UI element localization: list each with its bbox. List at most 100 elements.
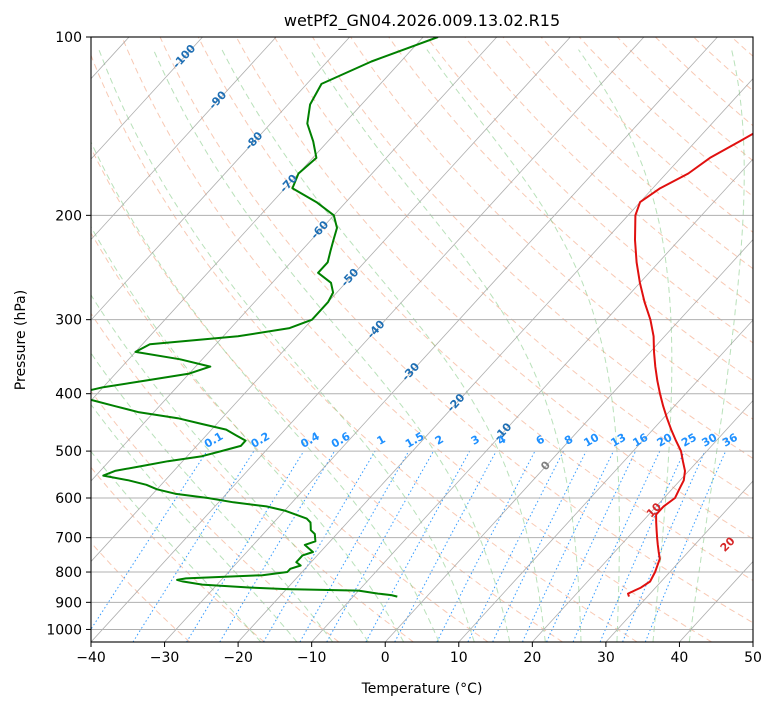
moist-adiabat-line xyxy=(91,352,334,642)
dry-adiabat-line xyxy=(91,54,638,642)
mixing-ratio-label: 0.6 xyxy=(329,429,353,450)
x-tick-label: 10 xyxy=(450,650,468,666)
axes: −40 −30 −20 −10 0 10 20 30 40 5010020030040050060… xyxy=(46,30,762,666)
isotherm-line xyxy=(532,399,753,642)
isotherm-line xyxy=(91,37,203,160)
dry-adiabat-line xyxy=(91,146,563,642)
mixing-ratio-label: 20 xyxy=(655,431,675,450)
moist-adiabat-line xyxy=(152,49,511,642)
mixing-ratio-line xyxy=(467,450,565,642)
x-tick-label: 0 xyxy=(381,650,390,666)
mixing-ratio-line xyxy=(365,450,471,642)
x-tick-label: 40 xyxy=(671,650,689,666)
x-tick-label: −20 xyxy=(223,650,253,666)
dry-adiabat-line xyxy=(197,37,753,581)
moist-adiabat-line xyxy=(688,49,745,642)
moist-adiabat-line xyxy=(98,49,475,642)
mixing-ratio-label: 25 xyxy=(679,431,699,450)
moist-adiabat-line xyxy=(91,225,405,642)
dry-adiabat-line xyxy=(693,37,753,92)
moist-adiabat-line xyxy=(91,294,369,642)
moist-adiabat-label: 10 xyxy=(644,500,664,520)
dry-adiabat-line xyxy=(312,37,753,460)
background-lines xyxy=(91,37,775,642)
x-tick-label: −40 xyxy=(76,650,106,666)
dry-adiabat-line xyxy=(578,37,753,197)
isotherm-line xyxy=(91,37,350,321)
y-tick-label: 300 xyxy=(55,313,82,329)
isotherm-line xyxy=(384,238,753,642)
dry-adiabat-line xyxy=(388,37,753,382)
isotherm-line xyxy=(91,37,424,402)
mixing-ratio-label: 1 xyxy=(375,433,388,448)
mixing-ratio-label: 30 xyxy=(700,431,720,450)
mixing-ratio-label: 13 xyxy=(609,431,629,450)
mixing-ratio-line xyxy=(132,450,255,642)
y-tick-label: 400 xyxy=(55,387,82,403)
x-tick-label: 30 xyxy=(597,650,615,666)
dry-adiabat-line xyxy=(91,390,340,642)
y-axis-title: Pressure (hPa) xyxy=(13,290,29,390)
mixing-ratio-label: 6 xyxy=(534,432,547,447)
mixing-ratio-line xyxy=(599,450,685,642)
moist-adiabat-line xyxy=(578,49,673,642)
mixing-ratio-label: 2 xyxy=(433,433,446,448)
mixing-ratio-line xyxy=(326,450,434,642)
x-tick-label: 50 xyxy=(744,650,762,666)
moist-adiabat-line xyxy=(309,49,582,642)
mixing-ratio-line xyxy=(394,450,497,642)
mixing-ratio-line xyxy=(492,450,587,642)
mixing-ratio-label: 1.5 xyxy=(403,430,426,451)
dry-adiabat-line xyxy=(235,37,753,540)
dry-adiabat-line xyxy=(121,37,713,642)
mixing-ratio-line xyxy=(572,450,661,642)
x-tick-label: −30 xyxy=(150,650,180,666)
temperature-profile xyxy=(627,132,753,597)
mixing-ratio-line xyxy=(263,450,376,642)
y-tick-label: 100 xyxy=(55,30,82,46)
isotherm-line xyxy=(237,78,753,642)
moist-adiabat-line xyxy=(91,403,298,642)
data-series xyxy=(91,37,753,598)
moist-adiabat-line xyxy=(91,140,440,642)
moist-adiabat-line xyxy=(426,49,620,642)
mixing-ratio-label: 0.1 xyxy=(202,430,225,451)
dry-adiabat-line xyxy=(159,37,753,624)
isotherm-line xyxy=(311,158,753,642)
mixing-ratio-label: 0.4 xyxy=(298,429,322,450)
plot-frame xyxy=(90,36,754,643)
dry-adiabat-line xyxy=(273,37,753,499)
dry-adiabat-line xyxy=(91,466,265,642)
isotherm-line xyxy=(91,37,277,241)
y-tick-label: 800 xyxy=(55,565,82,581)
mixing-ratio-label: 16 xyxy=(631,431,651,450)
isotherm-line xyxy=(752,641,753,642)
mixing-ratio-line xyxy=(622,450,706,642)
y-tick-label: 700 xyxy=(55,531,82,547)
x-axis-title: Temperature (°C) xyxy=(361,681,483,697)
y-tick-label: 600 xyxy=(55,491,82,507)
mixing-ratio-label: 8 xyxy=(562,433,575,448)
isotherm-line xyxy=(605,480,753,642)
dry-adiabat-line xyxy=(770,37,775,642)
y-tick-label: 500 xyxy=(55,444,82,460)
y-tick-label: 1000 xyxy=(46,622,82,638)
moist-adiabat-line xyxy=(91,450,262,642)
moist-adiabat-line xyxy=(221,49,546,642)
isotherm-line xyxy=(91,37,645,642)
x-tick-label: −10 xyxy=(297,650,327,666)
y-tick-label: 900 xyxy=(55,595,82,611)
x-tick-label: 20 xyxy=(523,650,541,666)
isotherm-line xyxy=(458,319,753,642)
dewpoint-profile xyxy=(91,37,439,598)
mixing-ratio-line xyxy=(91,450,208,631)
dry-adiabat-line xyxy=(426,37,753,344)
dry-adiabat-line xyxy=(350,37,753,420)
dry-adiabat-line xyxy=(91,232,489,642)
dry-adiabat-line xyxy=(655,37,753,127)
mixing-ratio-line xyxy=(522,450,614,642)
mixing-ratio-line xyxy=(186,450,305,642)
isotherm-line xyxy=(91,37,498,482)
isotherm-line xyxy=(164,37,718,642)
